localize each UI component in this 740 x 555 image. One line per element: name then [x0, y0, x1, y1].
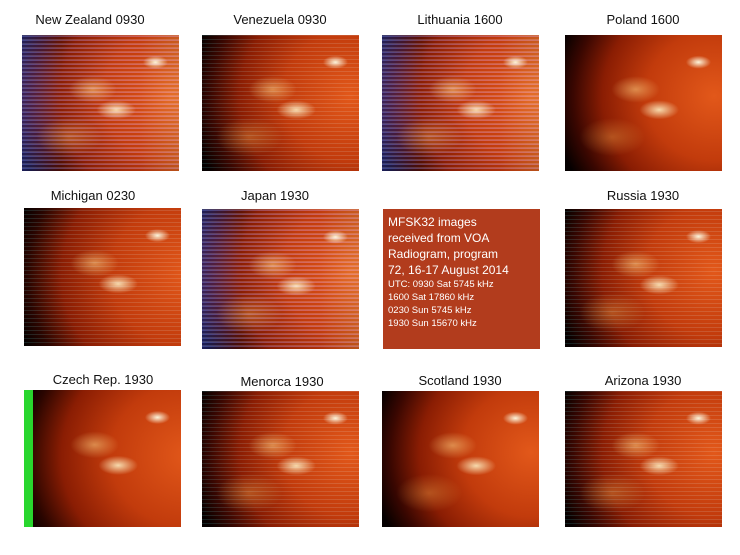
panel-caption: Czech Rep. 1930 [52, 372, 154, 387]
info-line: Radiogram, program [388, 247, 499, 261]
green-noise-strip [24, 390, 33, 527]
solar-image-michigan [24, 208, 181, 346]
solar-image-venezuela [202, 35, 359, 171]
panel-caption: Menorca 1930 [240, 374, 324, 389]
panel-caption: New Zealand 0930 [35, 12, 145, 27]
solar-image-japan [202, 209, 359, 349]
solar-image-lithuania [382, 35, 539, 171]
panel-caption: Scotland 1930 [418, 373, 502, 388]
info-box: MFSK32 images received from VOA Radiogra… [383, 209, 540, 349]
panel-caption: Russia 1930 [606, 188, 680, 203]
info-line: received from VOA [388, 231, 490, 245]
solar-image-scotland [382, 391, 539, 527]
info-utc-line: 1930 Sun 15670 kHz [388, 318, 477, 329]
solar-image-russia [565, 209, 722, 347]
info-utc-line: 1600 Sat 17860 kHz [388, 292, 475, 303]
info-utc-line: UTC: 0930 Sat 5745 kHz [388, 279, 494, 290]
solar-image-new-zealand [22, 35, 179, 171]
info-utc-line: 0230 Sun 5745 kHz [388, 305, 472, 316]
info-line: 72, 16-17 August 2014 [388, 263, 509, 277]
panel-caption: Arizona 1930 [604, 373, 682, 388]
panel-caption: Poland 1600 [606, 12, 680, 27]
panel-caption: Lithuania 1600 [417, 12, 503, 27]
solar-image-menorca [202, 391, 359, 527]
info-line: MFSK32 images [388, 215, 477, 229]
solar-image-czech-rep [24, 390, 181, 527]
panel-caption: Michigan 0230 [50, 188, 136, 203]
panel-caption: Japan 1930 [241, 188, 309, 203]
solar-image-poland [565, 35, 722, 171]
solar-image-arizona [565, 391, 722, 527]
panel-caption: Venezuela 0930 [233, 12, 327, 27]
